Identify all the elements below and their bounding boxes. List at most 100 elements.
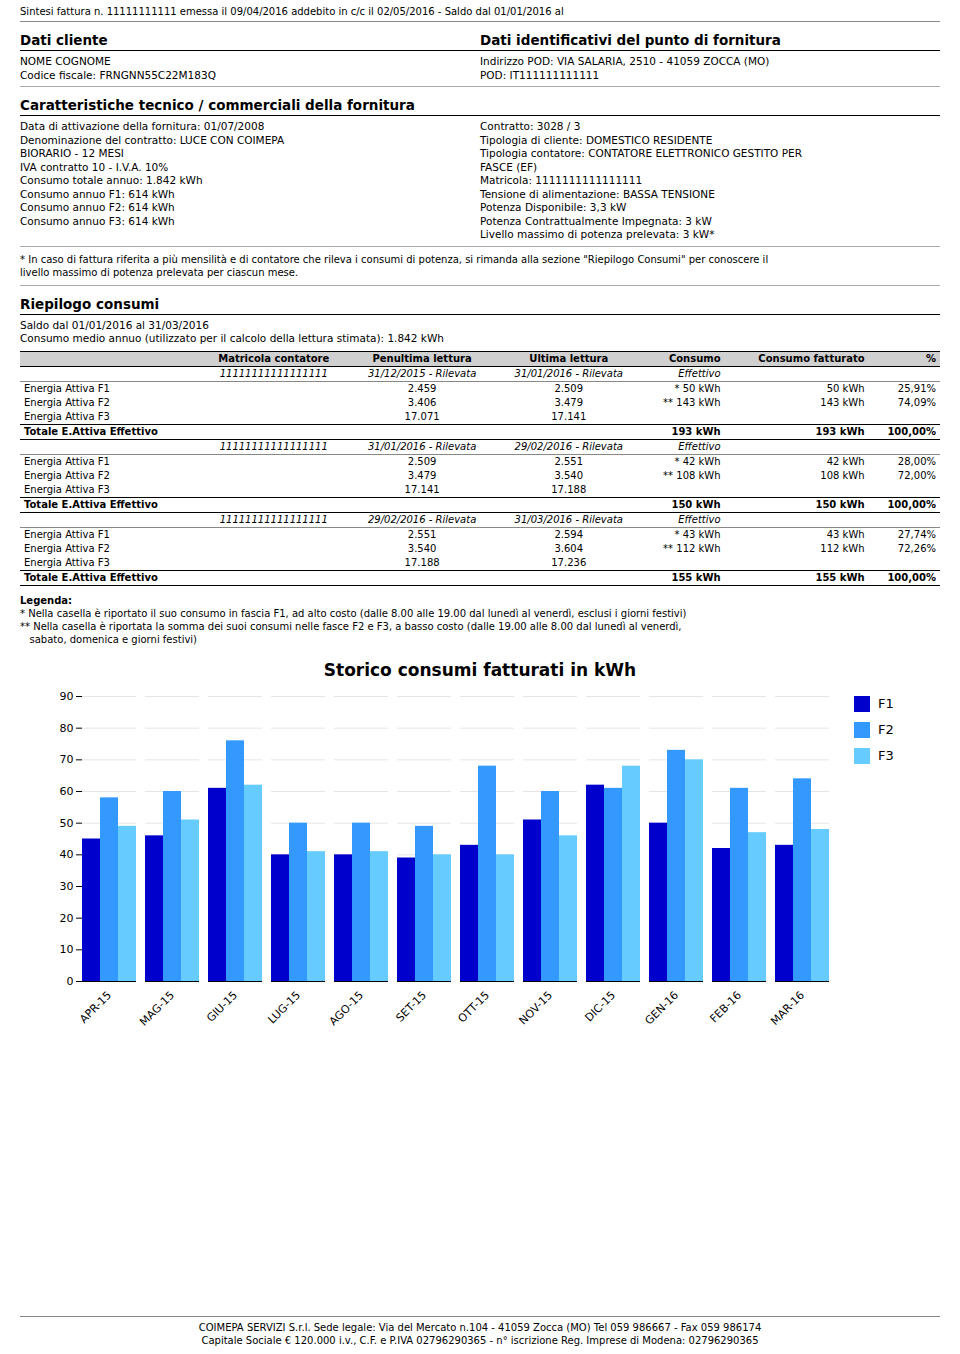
html-text:Energia Attiva F3: Energia Attiva F3 [24,410,110,422]
html-text:** 108 kWh: ** 108 kWh [663,469,721,481]
html-text:Contratto: 3028 / 3: Contratto: 3028 / 3 [480,120,581,132]
html-text:25,91%: 25,91% [897,382,936,394]
svg-text:OTT-15: OTT-15 [455,988,492,1025]
html-text:** 143 kWh: ** 143 kWh [663,396,721,408]
html-text:Saldo dal 01/01/2016 al 31/03/: Saldo dal 01/01/2016 al 31/03/2016 [20,318,209,331]
html-text:72,00%: 72,00% [897,469,936,481]
html-text:74,09%: 74,09% [897,396,936,408]
svg-text:20: 20 [60,911,74,924]
html-text:Tipologia di cliente: DOMESTIC: Tipologia di cliente: DOMESTICO RESIDENT… [480,133,713,146]
svg-text:10: 10 [60,943,74,956]
svg-text:90: 90 [60,690,74,703]
html-text:POD: IT111111111111: POD: IT111111111111 [480,68,600,81]
html-text:Storico consumi fatturati in k: Storico consumi fatturati in kWh [323,659,637,680]
svg-text:AGO-15: AGO-15 [327,988,366,1027]
html-text:11111111111111111: 11111111111111111 [219,367,328,379]
html-text:193 kWh: 193 kWh [671,425,721,437]
html-text:Consumo totale annuo: 1.842 kW: Consumo totale annuo: 1.842 kWh [20,174,203,186]
html-text:11111111111111111: 11111111111111111 [219,440,328,452]
html-text:2.459: 2.459 [407,382,437,394]
svg-text:GIU-15: GIU-15 [204,988,240,1024]
html-text:Dati cliente: Dati cliente [20,32,108,48]
svg-text:80: 80 [60,721,74,734]
html-text:Riepilogo consumi: Riepilogo consumi [20,295,160,312]
html-text:Effettivo: Effettivo [678,367,721,379]
html-text:Matricola contatore: Matricola contatore [218,352,330,364]
html-text:Tipologia contatore: CONTATORE: Tipologia contatore: CONTATORE ELETTRONI… [480,147,802,159]
html-text:Energia Attiva F3: Energia Attiva F3 [24,483,110,495]
html-text:Ultima lettura: Ultima lettura [529,352,609,364]
html-text:Tensione di alimentazione: BAS: Tensione di alimentazione: BASSA TENSION… [480,187,715,200]
svg-text:SET-15: SET-15 [393,988,429,1024]
html-text:17.071: 17.071 [404,410,440,422]
html-text:Data di attivazione della forn: Data di attivazione della fornitura: 01/… [20,120,265,132]
html-text:FASCE (EF): FASCE (EF) [480,160,538,173]
html-text:28,00%: 28,00% [897,455,936,467]
html-text:Dati identificativi del punto: Dati identificativi del punto di fornitu… [480,32,781,48]
html-text:Denominazione del contratto: L: Denominazione del contratto: LUCE CON CO… [20,133,285,146]
html-text:3.540: 3.540 [554,469,584,481]
svg-text:GEN-16: GEN-16 [642,988,681,1027]
svg-text:30: 30 [60,880,74,893]
html-text:Potenza Disponibile: 3,3 kW: Potenza Disponibile: 3,3 kW [480,201,627,213]
svg-text:40: 40 [60,848,74,861]
html-text:BIORARIO - 12 MESI: BIORARIO - 12 MESI [20,147,124,159]
html-text:Consumo fatturato: Consumo fatturato [758,352,865,364]
html-text:42 kWh: 42 kWh [826,455,865,467]
html-text:* In caso di fattura riferita: * In caso di fattura riferita a più mens… [20,253,769,265]
html-text:Caratteristiche tecnico / comm: Caratteristiche tecnico / commerciali de… [20,97,415,113]
html-text:3.479: 3.479 [407,469,437,481]
svg-text:APR-15: APR-15 [77,988,114,1025]
html-text:Consumo: Consumo [668,352,721,364]
html-text:Consumo annuo F1: 614 kWh: Consumo annuo F1: 614 kWh [20,187,175,200]
html-text:Energia Attiva F1: Energia Attiva F1 [24,382,110,394]
svg-text:LUG-15: LUG-15 [266,988,304,1026]
svg-text:MAG-15: MAG-15 [137,988,177,1028]
html-text:2.509: 2.509 [407,455,437,467]
svg-text:60: 60 [60,785,74,798]
html-text:50 kWh: 50 kWh [826,382,865,394]
html-text:31/12/2015 - Rilevata: 31/12/2015 - Rilevata [367,367,477,379]
svg-text:70: 70 [60,753,74,766]
html-text:3.406: 3.406 [407,396,437,408]
html-text:3.479: 3.479 [554,396,584,408]
html-text:193 kWh: 193 kWh [815,425,865,437]
html-text:31/01/2016 - Rilevata: 31/01/2016 - Rilevata [514,367,623,379]
html-text:IVA contratto 10 - I.V.A. 10%: IVA contratto 10 - I.V.A. 10% [20,160,169,173]
html-text:31/01/2016 - Rilevata: 31/01/2016 - Rilevata [367,440,477,452]
html-text:Effettivo: Effettivo [678,440,721,452]
html-text:Energia Attiva F2: Energia Attiva F2 [24,469,110,481]
html-text:Consumo medio annuo (utilizzat: Consumo medio annuo (utilizzato per il c… [20,331,444,344]
svg-text:MAR-16: MAR-16 [768,988,807,1027]
html-text:Potenza Contrattualmente Impeg: Potenza Contrattualmente Impegnata: 3 kW [480,214,712,227]
html-text:100,00%: 100,00% [887,425,936,437]
svg-text:NOV-15: NOV-15 [517,988,556,1027]
html-text:Penultima lettura: Penultima lettura [372,352,472,364]
html-text:29/02/2016 - Rilevata: 29/02/2016 - Rilevata [514,440,623,452]
html-text:Codice fiscale: FRNGNN55C22M18: Codice fiscale: FRNGNN55C22M183Q [20,68,216,81]
html-text:F1: F1 [878,696,894,711]
html-text:* 50 kWh: * 50 kWh [674,382,721,394]
html-text:Energia Attiva F2: Energia Attiva F2 [24,396,110,408]
svg-text:0: 0 [67,975,74,988]
html-text:143 kWh: 143 kWh [820,396,865,408]
svg-text:50: 50 [60,816,74,829]
html-text:Energia Attiva F1: Energia Attiva F1 [24,455,110,467]
html-text:Indirizzo POD: VIA SALARIA, 25: Indirizzo POD: VIA SALARIA, 2510 - 41059… [480,55,770,67]
html-text:2.551: 2.551 [554,455,584,467]
html-text:17.141: 17.141 [551,410,587,422]
html-text:Matricola: 1111111111111111: Matricola: 1111111111111111 [480,174,643,186]
html-text:2.509: 2.509 [554,382,584,394]
html-text:livello massimo di potenza pre: livello massimo di potenza prelevata per… [20,266,299,278]
html-text:* 42 kWh: * 42 kWh [674,455,721,467]
svg-text:DIC-15: DIC-15 [582,988,618,1024]
html-text:Consumo annuo F3: 614 kWh: Consumo annuo F3: 614 kWh [20,214,175,227]
html-text:108 kWh: 108 kWh [820,469,865,481]
html-text:Consumo annuo F2: 614 kWh: Consumo annuo F2: 614 kWh [20,201,175,213]
html-text:Totale E.Attiva Effettivo: Totale E.Attiva Effettivo [24,425,158,437]
html-text:F3: F3 [878,748,894,763]
html-text:NOME COGNOME: NOME COGNOME [20,55,111,67]
svg-text:FEB-16: FEB-16 [707,988,744,1025]
html-text:F2: F2 [878,722,894,737]
html-text:Livello massimo di potenza pre: Livello massimo di potenza prelevata: 3 … [480,228,715,240]
